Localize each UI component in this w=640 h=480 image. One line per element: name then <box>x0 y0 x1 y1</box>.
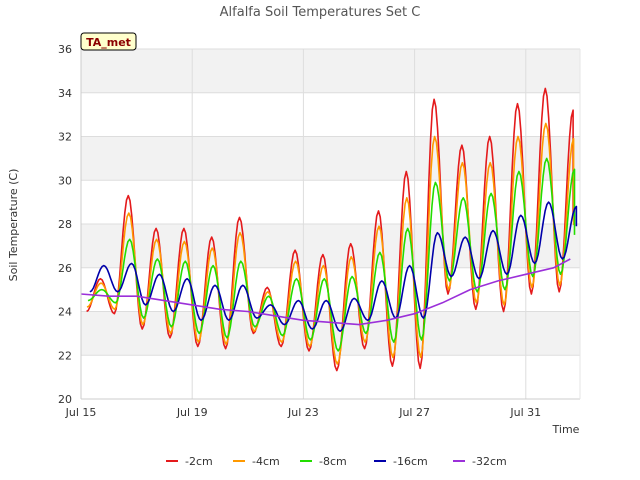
series-layer <box>80 87 578 372</box>
y-tick-label: 32 <box>58 131 72 144</box>
plot-band <box>81 49 580 93</box>
chart-title: Alfalfa Soil Temperatures Set C <box>220 5 421 20</box>
series-line-neg32cm <box>80 258 571 326</box>
legend-label: -8cm <box>319 455 347 468</box>
y-tick-label: 20 <box>58 393 72 406</box>
y-axis-label: Soil Temperature (C) <box>7 169 20 282</box>
badge-label: TA_met <box>86 36 131 49</box>
x-tick-label: Jul 19 <box>176 406 208 419</box>
x-tick-label: Jul 27 <box>398 406 430 419</box>
y-tick-label: 30 <box>58 174 72 187</box>
axes: 20 22 24 26 28 30 32 34 36 Jul 15 Jul 19 Jul 23 Jul … <box>58 43 581 419</box>
legend-label: -4cm <box>252 455 280 468</box>
y-tick-label: 28 <box>58 218 72 231</box>
x-tick-label: Jul 15 <box>65 406 97 419</box>
legend-label: -2cm <box>185 455 213 468</box>
badge-box <box>80 32 137 51</box>
series-line-neg2cm <box>86 87 574 372</box>
y-tick-label: 24 <box>58 306 72 319</box>
series-line-neg16cm <box>89 201 578 332</box>
y-tick-label: 34 <box>58 87 72 100</box>
legend-label: -16cm <box>393 455 428 468</box>
x-axis-label: Time <box>552 423 580 436</box>
legend-label: -32cm <box>472 455 507 468</box>
y-tick-label: 26 <box>58 262 72 275</box>
legend: -2cm -4cm -8cm -16cm -32cm <box>166 455 507 468</box>
y-tick-label: 36 <box>58 43 72 56</box>
y-tick-label: 22 <box>58 349 72 362</box>
plot-band <box>81 136 580 181</box>
series-line-neg4cm <box>86 122 575 365</box>
series-line-neg8cm <box>87 157 576 352</box>
x-tick-label: Jul 31 <box>509 406 541 419</box>
ta-met-badge: TA_met <box>80 32 137 51</box>
x-tick-label: Jul 23 <box>287 406 319 419</box>
